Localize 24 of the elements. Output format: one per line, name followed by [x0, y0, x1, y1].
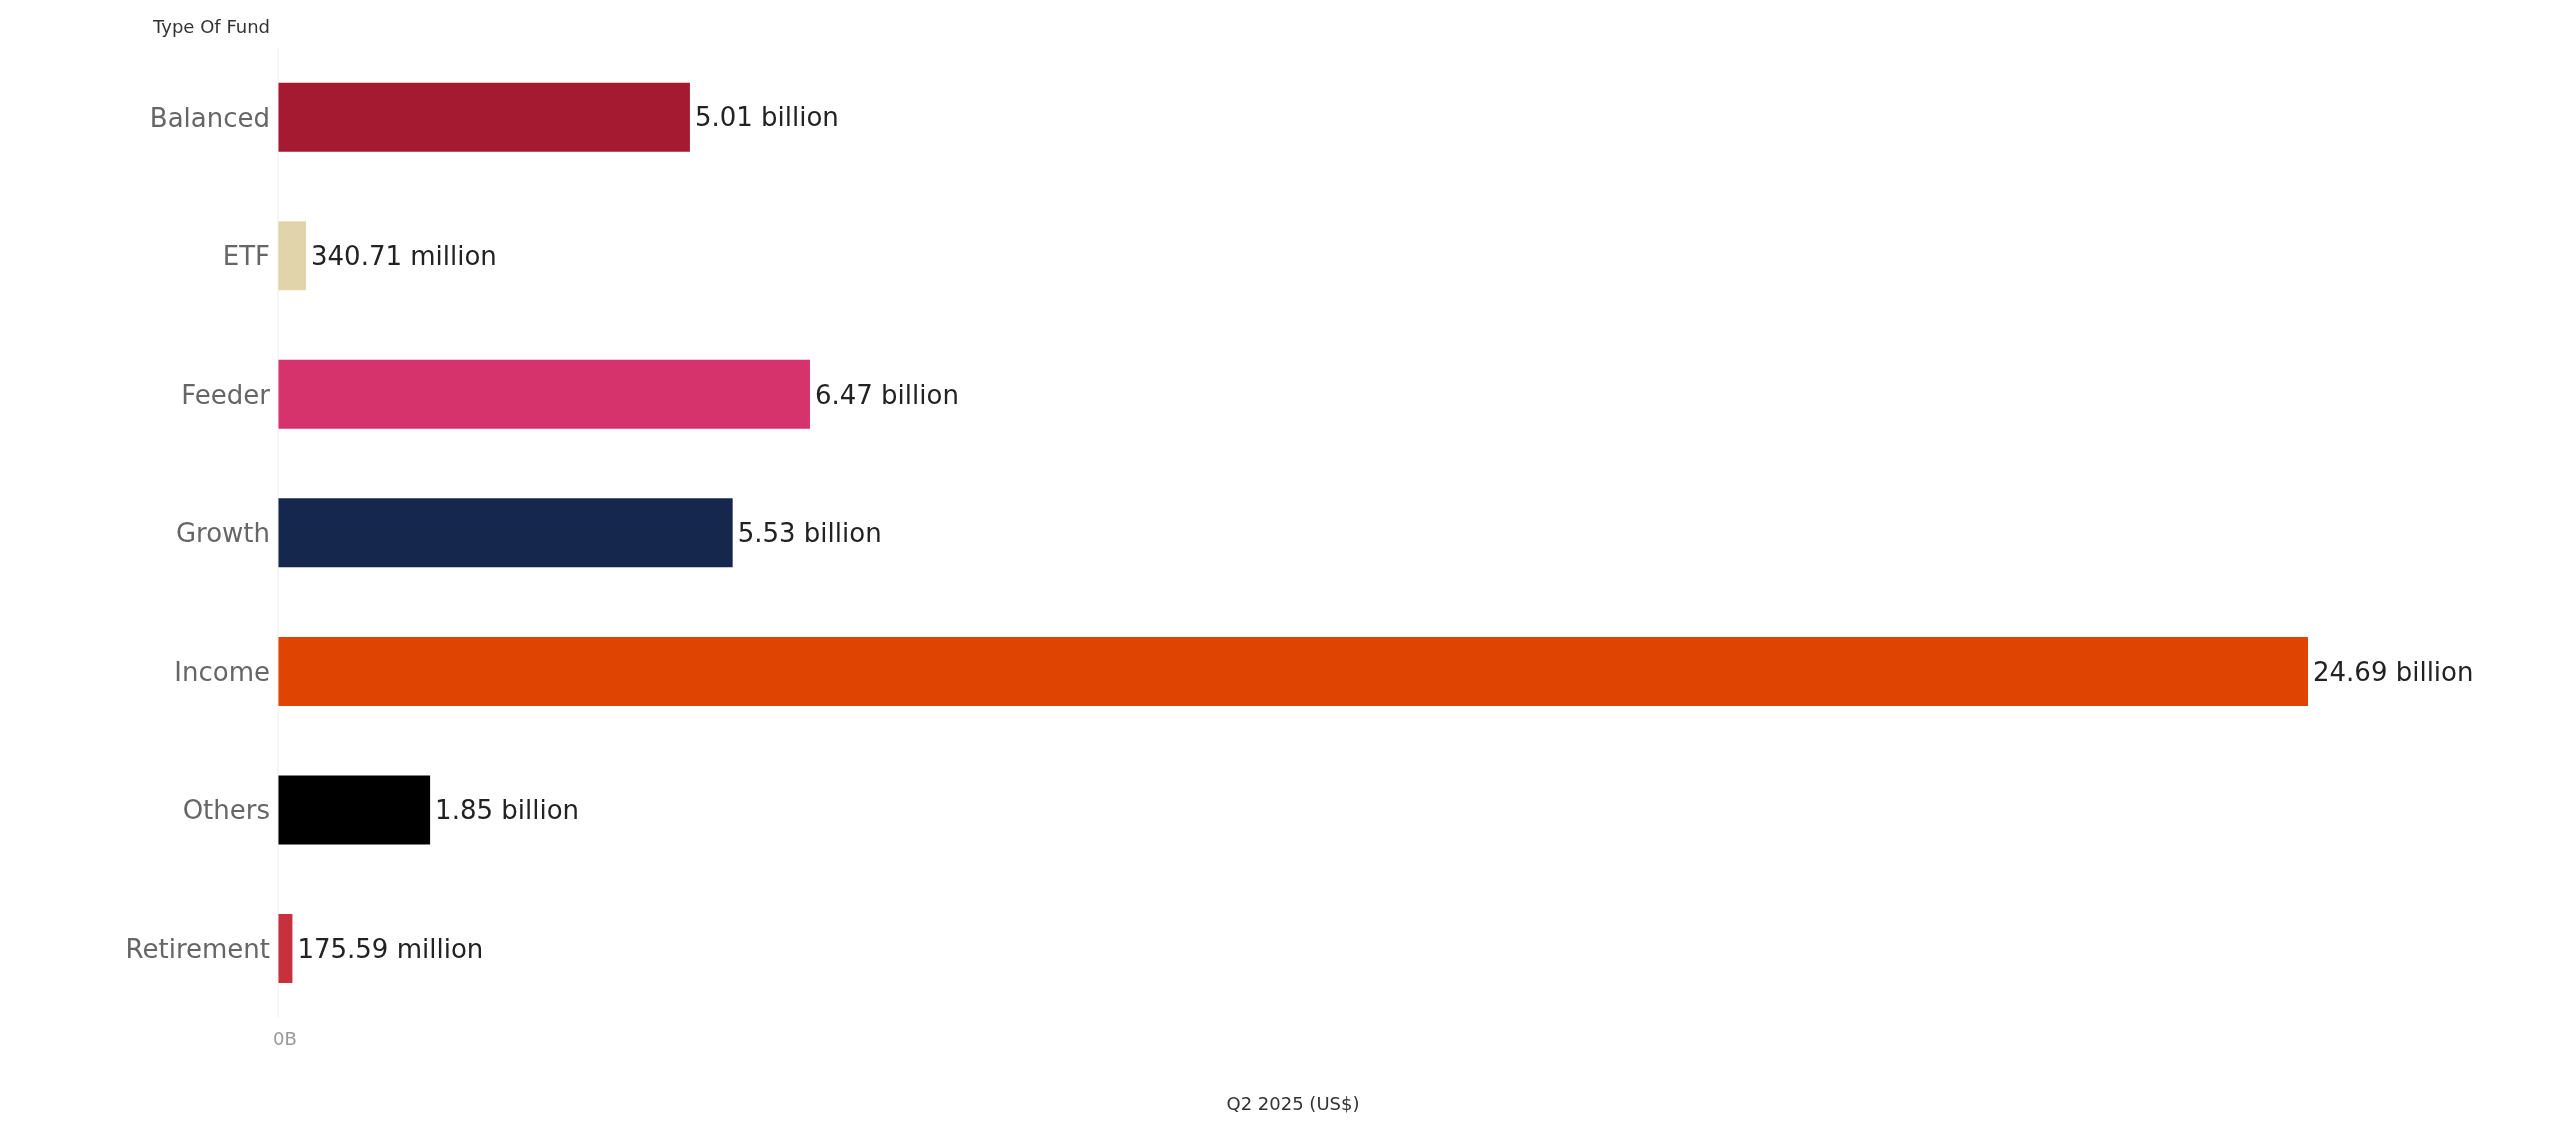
bar — [278, 914, 293, 984]
y-tick-label: ETF — [222, 241, 270, 272]
data-label: 24.69 billion — [2313, 656, 2474, 687]
bar — [278, 221, 307, 291]
data-label: 340.71 million — [311, 240, 497, 271]
y-tick-label: Balanced — [149, 102, 270, 133]
data-label: 175.59 million — [297, 933, 484, 964]
y-tick-label: Income — [174, 656, 270, 687]
y-tick-label: Retirement — [125, 933, 270, 964]
bar — [278, 498, 733, 568]
bar — [278, 636, 2308, 706]
data-label: 5.53 billion — [737, 518, 882, 549]
data-label: 6.47 billion — [814, 379, 959, 410]
bar — [278, 82, 690, 152]
y-tick-label: Feeder — [181, 379, 271, 410]
data-label: 5.01 billion — [694, 102, 839, 133]
data-label: 1.85 billion — [435, 795, 580, 826]
text: 0B — [273, 1028, 297, 1049]
y-tick-label: Others — [182, 795, 270, 826]
y-axis-title: Type Of Fund — [152, 16, 270, 37]
bar — [278, 775, 431, 845]
bar — [278, 359, 810, 429]
y-tick-label: Growth — [175, 518, 270, 549]
x-axis-title: Q2 2025 (US$) — [1225, 1093, 1361, 1114]
